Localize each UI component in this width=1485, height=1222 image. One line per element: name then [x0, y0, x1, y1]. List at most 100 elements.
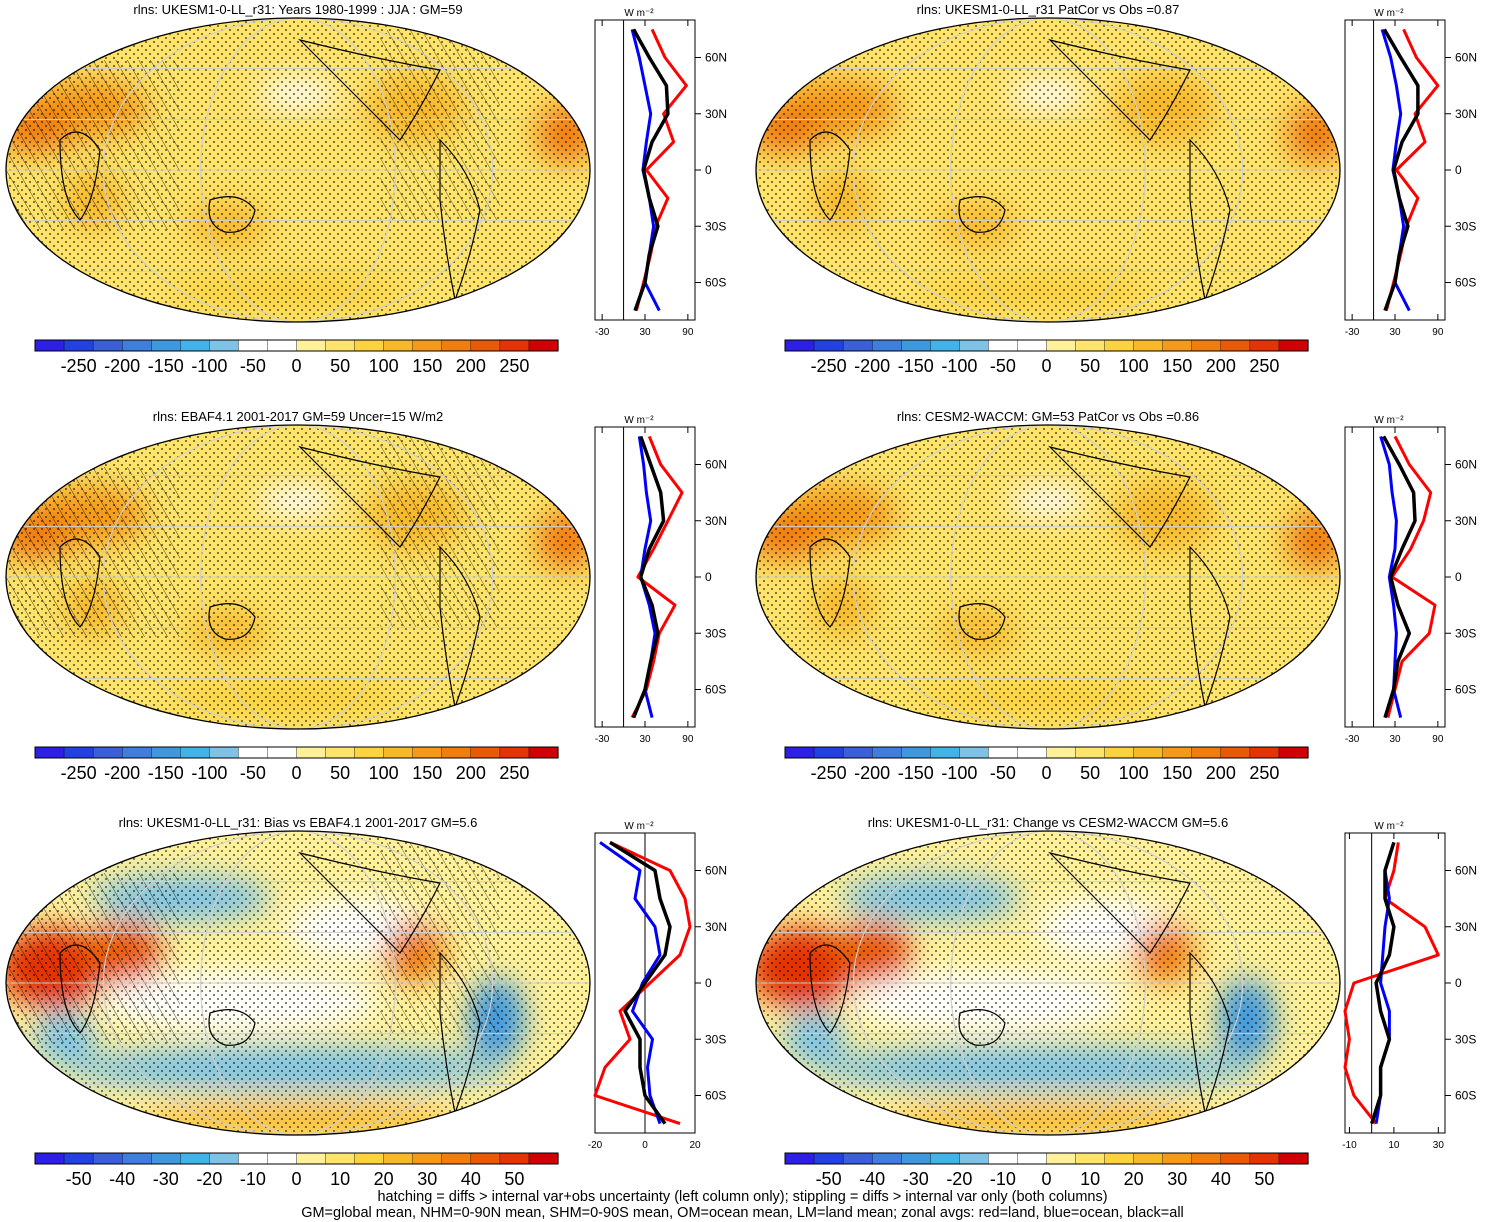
zonal-y-tick-label: 60S	[705, 276, 726, 290]
graticule-lon	[200, 18, 396, 322]
colorbar-swatch	[1017, 339, 1048, 352]
colorbar-tick-label: 30	[1167, 1169, 1187, 1189]
colorbar-tick-label: 20	[1124, 1169, 1144, 1189]
colorbar-tick-label: 40	[1211, 1169, 1231, 1189]
colorbar-tick-label: -150	[898, 763, 934, 783]
colorbar: -250 -200 -150 -100 -50 0 50 100 150 200 250	[34, 339, 559, 376]
panel-1: rlns: UKESM1-0-LL_r31: Years 1980-1999 :…	[5, 2, 727, 376]
colorbar-swatch	[1046, 746, 1077, 759]
colorbar-tick-label: 100	[1119, 356, 1149, 376]
colorbar-swatch	[1278, 746, 1309, 759]
colorbar-swatch	[34, 1152, 65, 1165]
colorbar-swatch	[180, 1152, 210, 1165]
colorbar-tick-label: 50	[1080, 763, 1100, 783]
colorbar-swatch	[267, 746, 298, 759]
graticule-lon	[852, 18, 1244, 322]
colorbar: -50 -40 -30 -20 -10 0 10 20 30 40 50	[784, 1152, 1309, 1189]
map-border	[755, 830, 1341, 1136]
zonal-y-tick-label: 60N	[1455, 864, 1477, 878]
zonal-unit-label: W m⁻²	[624, 415, 654, 426]
colorbar-swatch	[267, 1152, 298, 1165]
colorbar-swatch	[842, 339, 873, 352]
zonal-x-tick-label: 90	[682, 327, 694, 338]
colorbar-tick-label: -150	[148, 356, 184, 376]
colorbar-swatch	[209, 746, 239, 759]
colorbar-swatch	[1075, 339, 1106, 352]
colorbar-swatch	[959, 746, 989, 759]
footer-line-2: GM=global mean, NHM=0-90N mean, SHM=0-90…	[301, 1205, 1184, 1221]
zonal-frame	[1344, 832, 1446, 1134]
colorbar-frame	[784, 339, 1309, 352]
colorbar-tick-label: -50	[240, 356, 266, 376]
map-border	[5, 830, 591, 1136]
colorbar-tick-label: 150	[412, 763, 442, 783]
zonal-x-tick-label: 0	[642, 1140, 648, 1151]
zonal-y-tick-label: 0	[705, 163, 712, 177]
colorbar-swatch	[930, 339, 960, 352]
colorbar-tick-label: -30	[153, 1169, 179, 1189]
colorbar-swatch	[784, 746, 815, 759]
colorbar-swatch	[383, 339, 414, 352]
colorbar-swatch	[267, 339, 298, 352]
colorbar-swatch	[121, 339, 152, 352]
colorbar-swatch	[871, 746, 902, 759]
map	[756, 18, 1340, 322]
colorbar-tick-label: 0	[1041, 356, 1051, 376]
graticule-lon	[200, 425, 396, 729]
colorbar-tick-label: 0	[1041, 763, 1051, 783]
colorbar-tick-label: 100	[369, 356, 399, 376]
colorbar-tick-label: -50	[990, 763, 1016, 783]
map-border	[5, 17, 591, 323]
zonal-y-tick-label: 30N	[705, 920, 727, 934]
colorbar-swatch	[63, 746, 94, 759]
colorbar-tick-label: -20	[196, 1169, 222, 1189]
colorbar-swatch	[901, 339, 931, 352]
map	[6, 18, 590, 322]
colorbar-swatch	[325, 746, 356, 759]
coastlines	[59, 38, 481, 303]
zonal-x-tick-label: -30	[595, 327, 610, 338]
colorbar-tick-label: -250	[811, 763, 847, 783]
zonal-y-tick-label: 30S	[705, 219, 726, 233]
footer-line-1: hatching = diffs > internal var+obs unce…	[377, 1189, 1108, 1205]
graticule	[6, 18, 590, 322]
colorbar-swatch	[988, 746, 1019, 759]
zonal-y-tick-label: 30S	[705, 1032, 726, 1046]
map	[6, 831, 590, 1135]
colorbar-swatch	[930, 1152, 960, 1165]
stippling	[756, 18, 1340, 322]
colorbar-swatch	[412, 746, 443, 759]
colorbar-swatch	[441, 339, 472, 352]
colorbar-tick-label: -50	[990, 356, 1016, 376]
colorbar-swatch	[441, 1152, 472, 1165]
colorbar-swatch	[1046, 339, 1077, 352]
zonal-x-tick-label: -30	[1345, 734, 1360, 745]
colorbar-swatch	[63, 339, 94, 352]
panel-title: rlns: UKESM1-0-LL_r31: Bias vs EBAF4.1 2…	[119, 815, 478, 830]
colorbar-tick-label: -50	[816, 1169, 842, 1189]
zonal-y-tick-label: 30N	[1455, 514, 1477, 528]
colorbar-tick-label: 250	[499, 356, 529, 376]
graticule-lon	[852, 425, 1244, 729]
colorbar-tick-label: -50	[240, 763, 266, 783]
panel-title: rlns: UKESM1-0-LL_r31 PatCor vs Obs =0.8…	[917, 2, 1180, 17]
zonal-x-tick-label: 90	[1432, 327, 1444, 338]
zonal-x-tick-label: 20	[689, 1140, 701, 1151]
colorbar: -250 -200 -150 -100 -50 0 50 100 150 200 250	[34, 746, 559, 783]
zonal-unit-label: W m⁻²	[1374, 415, 1404, 426]
hatching	[6, 60, 180, 230]
colorbar-tick-label: -100	[941, 356, 977, 376]
colorbar-swatch	[842, 1152, 873, 1165]
colorbar-swatch	[1075, 1152, 1106, 1165]
colorbar-tick-label: 200	[456, 763, 486, 783]
colorbar-tick-label: -200	[854, 356, 890, 376]
panel-3: rlns: EBAF4.1 2001-2017 GM=59 Uncer=15 W…	[5, 409, 727, 783]
zonal-line-ocean	[599, 841, 662, 1125]
colorbar-tick-label: -40	[859, 1169, 885, 1189]
colorbar-swatch	[63, 1152, 94, 1165]
colorbar-tick-label: -250	[811, 356, 847, 376]
colorbar-swatch	[92, 339, 123, 352]
colorbar-swatch	[412, 339, 443, 352]
hatching	[6, 467, 180, 637]
graticule	[756, 831, 1340, 1135]
